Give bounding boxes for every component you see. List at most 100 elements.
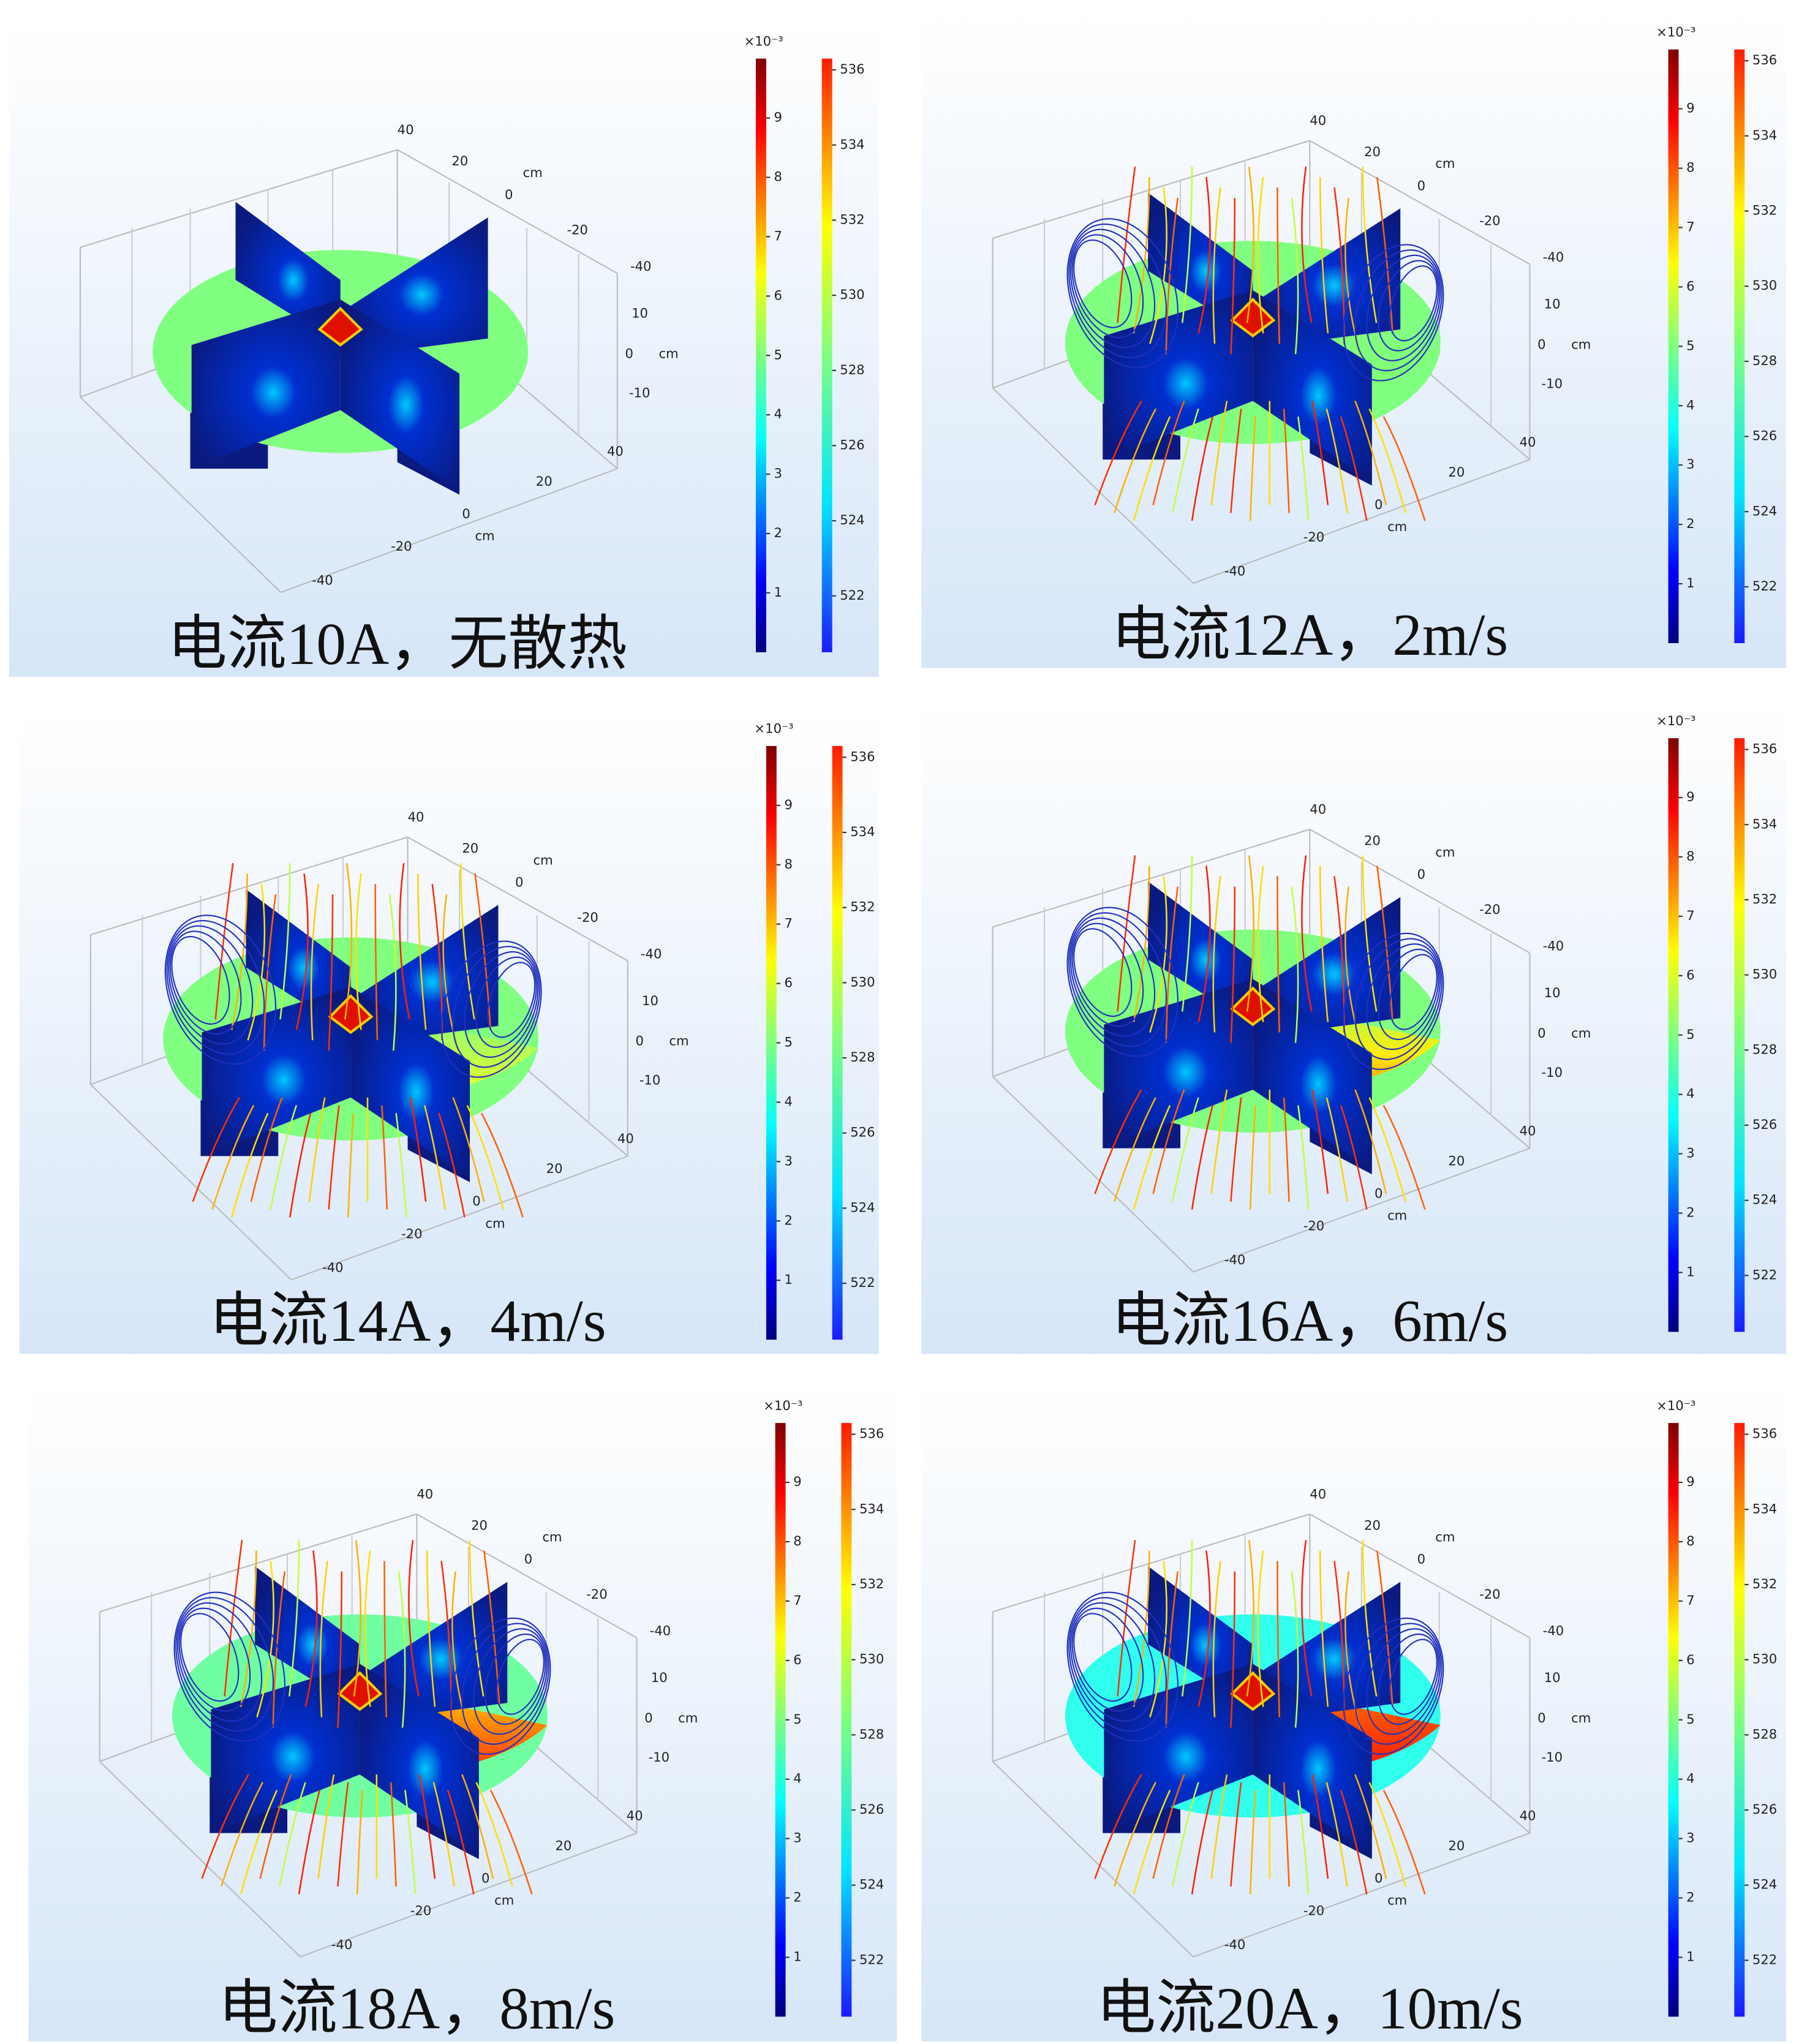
colorbar-tick-label: 4 [774,406,782,421]
axis-label: -20 [1479,213,1501,228]
colorbar-tick-label: 522 [859,1952,884,1967]
colorbar-tick-label: 7 [1686,908,1694,923]
colorbar-tick-label: 526 [840,437,864,452]
colorbar-tick-label: 2 [784,1212,792,1228]
colorbar-tick-label: 526 [1752,1117,1777,1132]
axis-label: 0 [1417,1552,1425,1567]
colorbar-exponent: ×10⁻³ [1656,713,1695,728]
colorbar-tick-label: 7 [784,916,792,931]
axis-label: 10 [651,1670,668,1685]
colorbar-tick-label: 526 [1752,428,1777,443]
colorbar-tick-label: 6 [774,287,782,303]
colorbar-tick-label: 524 [1752,503,1777,518]
axis-label: 40 [408,809,424,824]
colorbar-tick-label: 7 [1686,219,1694,234]
figure: 4020cm0-20-40100cm-1040200cm-20-40×10⁻³1… [0,0,1799,2044]
axis-label: cm [534,852,553,867]
colorbar-tick-label: 2 [774,525,782,540]
colorbar-tick-label: 3 [1686,1145,1694,1161]
axis-label: -10 [1542,375,1563,391]
axis-label: -20 [567,222,588,238]
colorbar-tick-label: 4 [1686,397,1694,412]
axis-label: cm [523,165,543,180]
axis-label: -40 [322,1260,344,1275]
colorbar-tick-label: 1 [784,1272,792,1287]
colorbar-tick-label: 2 [793,1889,801,1904]
colorbar-tick-label: 524 [1752,1877,1777,1892]
axis-label: 10 [1544,296,1561,312]
colorbar-tick-label: 1 [1686,1264,1694,1279]
axis-label: 0 [635,1033,643,1049]
colorbar-tick-label: 526 [859,1801,884,1817]
axis-label: -40 [1224,1937,1246,1952]
axis-label: -10 [639,1072,661,1087]
panel: 4020cm0-20-40100cm-1040200cm-20-40×10⁻³1… [9,20,879,677]
axis-label: -10 [1542,1749,1563,1765]
colorbar-tick-label: 8 [774,168,782,184]
axis-label: 0 [1537,337,1545,352]
axis-label: -20 [586,1586,608,1602]
colorbar-tick-label: 524 [1752,1192,1777,1207]
axis-label: 40 [398,122,414,137]
colorbar [756,59,766,652]
colorbar-tick-label: 524 [859,1877,884,1892]
colorbar [775,1423,786,2016]
axis-label: -20 [1303,529,1325,545]
axis-label: 20 [546,1161,563,1176]
axis-label: cm [475,528,494,543]
axis-label: 0 [1375,1870,1382,1885]
colorbar-tick-label: 3 [1686,1830,1694,1846]
colorbar-tick-label: 534 [1752,816,1777,831]
colorbar-tick-label: 9 [784,797,792,812]
axis-label: cm [1387,1208,1407,1223]
colorbar-tick-label: 534 [850,824,875,839]
colorbar-tick-label: 2 [1686,1204,1694,1220]
axis-label: 40 [1520,1123,1536,1138]
colorbar-tick-label: 530 [859,1651,884,1667]
caption: 电流16A，6m/s [1111,1288,1508,1354]
axis-label: -20 [1479,902,1501,917]
colorbar-tick-label: 6 [1686,1652,1694,1667]
axis-label: 20 [451,153,468,168]
colorbar-tick-label: 532 [1752,203,1777,218]
axis-label: 0 [462,506,470,521]
axis-label: 40 [1520,434,1536,450]
axis-label: 0 [472,1193,480,1209]
axis-label: 0 [1417,178,1425,193]
colorbar [1734,738,1744,1332]
colorbar-tick-label: 532 [840,211,864,227]
colorbar-tick-label: 4 [793,1771,801,1786]
colorbar-tick-label: 536 [1752,741,1777,756]
axis-label: cm [1387,1893,1407,1908]
colorbar-tick-label: 3 [793,1830,801,1846]
axis-label: cm [1571,1710,1591,1725]
axis-label: -40 [312,572,333,587]
axis-label: 20 [1448,464,1465,480]
axis-label: 10 [642,993,658,1008]
axis-label: cm [485,1215,505,1231]
colorbar-tick-label: 5 [784,1034,792,1049]
colorbar-tick-label: 528 [1752,353,1777,368]
axis-label: 10 [632,306,648,321]
axis-label: cm [669,1033,688,1049]
axis-label: -40 [1224,1252,1246,1267]
colorbar-tick-label: 6 [1686,278,1694,293]
colorbar-tick-label: 534 [1752,1501,1777,1516]
colorbar-tick-label: 3 [784,1153,792,1168]
colorbar-tick-label: 526 [850,1125,875,1140]
axis-label: -20 [391,538,412,554]
colorbar [841,1423,851,2016]
axis-label: 20 [471,1517,488,1533]
colorbar-tick-label: 9 [1686,1474,1694,1489]
axis-label: 0 [524,1552,532,1567]
colorbar-tick-label: 3 [1686,456,1694,472]
colorbar-tick-label: 528 [1752,1041,1777,1057]
colorbar-tick-label: 7 [1686,1593,1694,1608]
colorbar-tick-label: 530 [850,974,875,989]
axis-label: 10 [1544,1670,1561,1685]
colorbar-tick-label: 530 [1752,277,1777,293]
colorbar-tick-label: 522 [1752,1952,1777,1967]
colorbar-exponent: ×10⁻³ [754,721,793,736]
axis-label: 0 [1537,1710,1545,1725]
axis-label: 40 [417,1486,433,1501]
